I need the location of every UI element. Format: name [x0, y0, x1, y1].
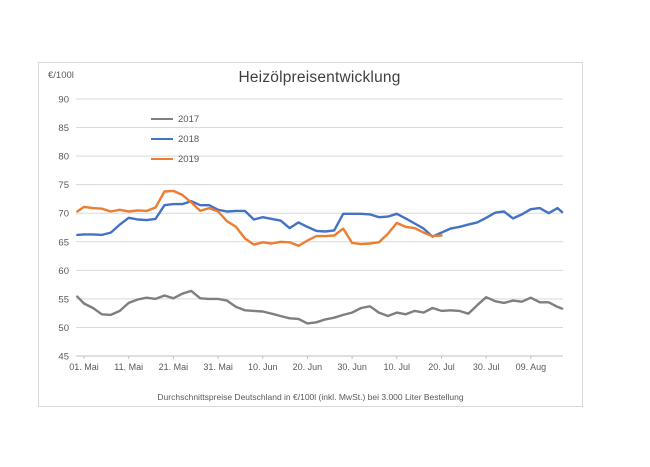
legend-item-2018: 2018 [151, 129, 199, 149]
x-tick-label-1: 11. Mai [114, 362, 143, 372]
x-tick-label-5: 20. Jun [293, 362, 323, 372]
legend-item-2019: 2019 [151, 149, 199, 169]
chart-caption: Durchschnittspreise Deutschland in €/100… [157, 392, 464, 402]
legend-swatch-2018 [151, 137, 173, 141]
y-tick-label-90: 90 [58, 95, 69, 106]
series-line-2018 [76, 199, 564, 238]
x-tick-label-2: 21. Mai [159, 362, 189, 372]
y-tick-label-60: 60 [58, 266, 69, 277]
y-tick-label-75: 75 [58, 180, 69, 191]
y-tick-label-80: 80 [58, 152, 69, 163]
chart-card: €/100l Heizölpreisentwicklung 45 50 55 60 65… [38, 62, 583, 407]
y-tick-label-85: 85 [58, 123, 69, 134]
series-line-2019 [76, 189, 443, 248]
y-tick-label-55: 55 [58, 294, 69, 305]
legend-swatch-2017 [151, 117, 173, 121]
chart-legend: 2017 2018 2019 [151, 109, 199, 169]
x-tick-label-9: 30. Jul [473, 362, 500, 372]
x-tick-label-3: 31. Mai [203, 362, 233, 372]
legend-item-2017: 2017 [151, 109, 199, 129]
x-tick-label-6: 30. Jun [337, 362, 367, 372]
chart-title: Heizölpreisentwicklung [238, 69, 401, 86]
y-tick-label-65: 65 [58, 237, 69, 248]
x-tick-label-10: 09. Aug [516, 362, 547, 372]
legend-label-2019: 2019 [178, 153, 200, 165]
y-tick-label-45: 45 [58, 352, 69, 363]
x-tick-label-8: 20. Jul [428, 362, 455, 372]
x-tick-label-7: 10. Jul [384, 362, 411, 372]
y-tick-label-70: 70 [58, 209, 69, 220]
y-axis-unit-label: €/100l [48, 70, 74, 81]
x-tick-label-4: 10. Jun [248, 362, 278, 372]
chart-svg: 45 50 55 60 65 70 75 80 85 90 01. Mai 11. Mai 21. Ma… [58, 95, 564, 372]
legend-label-2018: 2018 [178, 133, 200, 145]
x-tick-label-0: 01. Mai [69, 362, 99, 372]
y-tick-label-50: 50 [58, 323, 69, 334]
series-line-2017 [76, 289, 564, 325]
legend-swatch-2019 [151, 157, 173, 161]
legend-label-2017: 2017 [178, 113, 200, 125]
